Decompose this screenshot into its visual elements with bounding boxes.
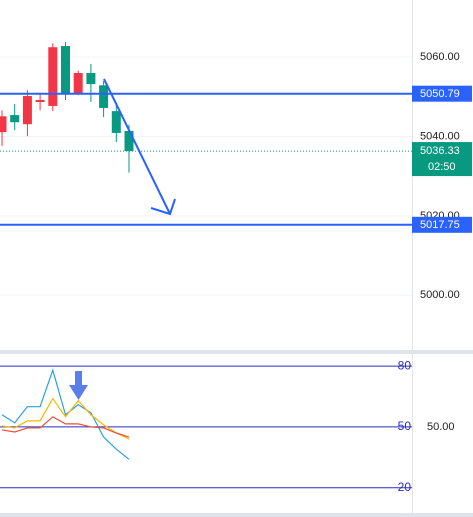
- level-label: 80: [398, 358, 412, 372]
- y-tick-label: 5000.00: [420, 289, 460, 301]
- y-tick-label: 5040.00: [420, 130, 460, 142]
- candle-body: [86, 73, 96, 85]
- candle-body: [0, 116, 7, 133]
- candle-body: [48, 47, 58, 106]
- candle-body: [10, 115, 20, 123]
- oscillator-line: [1, 368, 130, 460]
- price-label-box: [412, 85, 472, 102]
- level-label: 50: [398, 419, 412, 433]
- candle-body: [22, 96, 32, 125]
- oscillator-line: [1, 416, 130, 438]
- oscillator-line: [1, 397, 130, 440]
- candle-body: [99, 85, 109, 108]
- y-tick-label: 5060.00: [420, 51, 460, 63]
- trend-arrow: [103, 78, 176, 216]
- last-price-label: 5036.33: [420, 145, 460, 157]
- last-price-box: [412, 142, 472, 177]
- candle-body: [73, 73, 83, 94]
- countdown-label: 02:50: [428, 161, 456, 173]
- candle-body: [61, 46, 70, 95]
- pane-separator: [0, 350, 473, 354]
- candle-body: [124, 130, 134, 152]
- candle-body: [35, 100, 45, 102]
- oscillator-pane: 80 50 20 50.00: [0, 358, 455, 494]
- down-arrow-icon: [69, 371, 88, 400]
- level-label: 20: [398, 480, 412, 494]
- candle-body: [111, 111, 121, 133]
- y-tick-label: 50.00: [427, 421, 455, 433]
- price-label: 5017.75: [420, 219, 460, 231]
- price-label-box: [412, 216, 472, 233]
- price-label: 5050.79: [420, 88, 460, 100]
- price-pane: 5060.005040.005020.005000.005050.795017.…: [0, 42, 472, 301]
- bottom-border: [0, 513, 473, 517]
